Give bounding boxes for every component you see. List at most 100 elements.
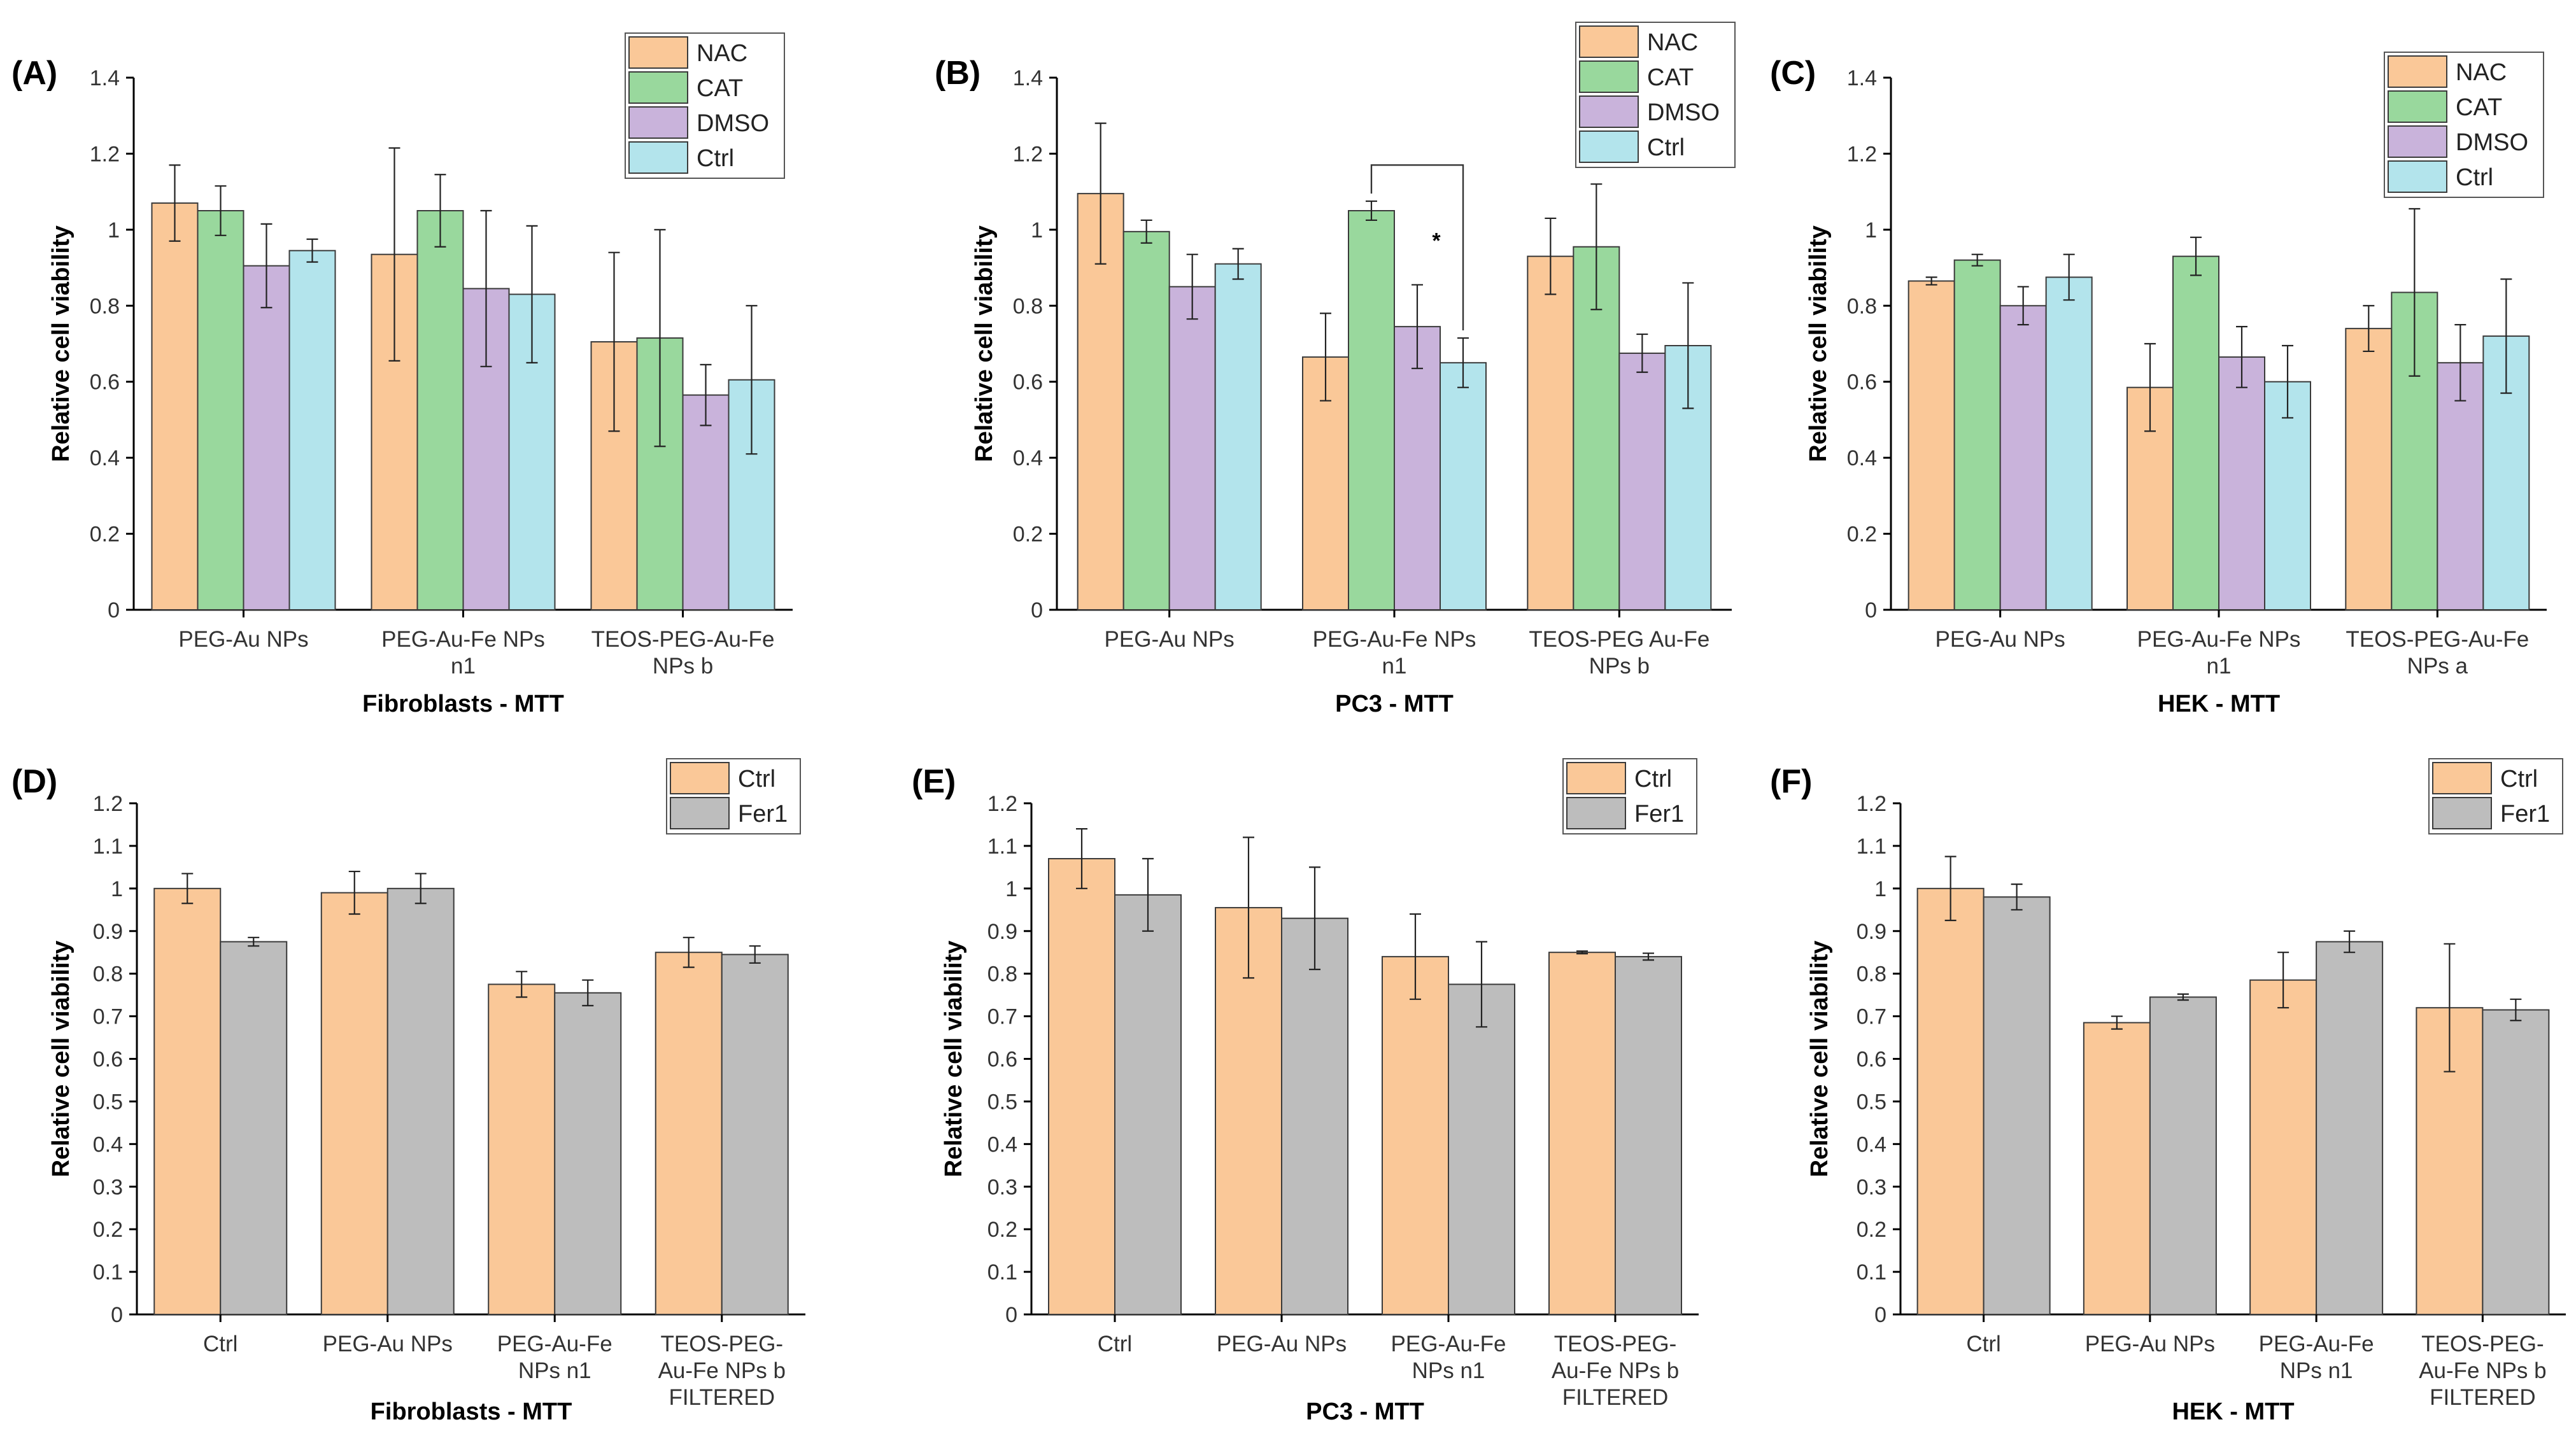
y-tick-label: 0.8: [90, 294, 120, 318]
y-tick-label: 0.6: [1847, 370, 1877, 395]
legend-label-fer1: Fer1: [738, 801, 788, 827]
y-tick-label: 0.5: [987, 1090, 1017, 1114]
error-bar: [516, 971, 528, 998]
x-tick-label: NPs b: [653, 654, 713, 679]
error-bar: [2011, 883, 2023, 911]
x-axis-label: HEK - MTT: [2172, 1398, 2294, 1425]
x-tick-label: FILTERED: [1562, 1385, 1669, 1410]
legend-swatch-cat: [2388, 90, 2447, 123]
error-bar: [654, 229, 666, 447]
bar-ctrl: [1382, 955, 1449, 1315]
bar-dmso: [243, 265, 290, 611]
bar-cat: [2172, 255, 2219, 610]
y-tick-label: 0.6: [93, 1048, 123, 1072]
bar-cat: [416, 210, 464, 610]
y-tick-label: 0.2: [987, 1218, 1017, 1242]
y-tick-label: 0.4: [90, 446, 120, 470]
x-tick-label: TEOS-PEG-Au-Fe: [591, 627, 775, 652]
legend-label-ctrl: Ctrl: [1647, 134, 1685, 161]
y-tick-label: 1: [1005, 877, 1017, 901]
error-bar: [746, 305, 758, 455]
error-bar: [1094, 122, 1107, 265]
legend-label-cat: CAT: [697, 75, 743, 102]
y-tick-label: 1.4: [90, 66, 120, 90]
bar-dmso: [1394, 326, 1441, 611]
y-tick-label: 0.8: [1847, 294, 1877, 318]
y-tick-label: 0.6: [987, 1048, 1017, 1072]
y-tick-label: 0.4: [1847, 446, 1877, 470]
x-tick-label: TEOS-PEG-: [2421, 1332, 2544, 1356]
y-tick-label: 1: [1874, 877, 1886, 901]
legend-label-ctrl: Ctrl: [697, 145, 734, 172]
bar-fer1: [1983, 896, 2051, 1315]
legend: Ctrl Fer1: [666, 758, 801, 834]
y-tick-label: 0.3: [1857, 1175, 1886, 1199]
y-tick-label: 0.4: [1857, 1132, 1886, 1157]
error-bar: [683, 936, 695, 968]
panel-label: (B): [935, 55, 980, 92]
panel-label: (E): [912, 763, 956, 800]
x-tick-label: NPs n1: [1412, 1358, 1485, 1383]
legend: NAC CAT DMSO Ctrl: [625, 32, 785, 179]
legend-swatch-fer1: [1566, 797, 1626, 829]
legend-label-ctrl: Ctrl: [2456, 164, 2493, 191]
error-bar: [2190, 236, 2202, 276]
y-tick-label: 0.5: [93, 1090, 123, 1114]
legend: NAC CAT DMSO Ctrl: [2384, 52, 2544, 198]
error-bar: [2063, 253, 2075, 301]
panel-label: (A): [11, 55, 57, 92]
error-bar: [1412, 284, 1423, 369]
x-tick-label: FILTERED: [2430, 1385, 2536, 1410]
legend-label-ctrl: Ctrl: [2500, 766, 2538, 792]
x-tick-label: TEOS-PEG-: [1554, 1332, 1677, 1356]
error-bar: [1232, 248, 1244, 280]
legend-swatch-dmso: [2388, 125, 2447, 158]
y-tick-label: 0.2: [93, 1218, 123, 1242]
error-bar: [2282, 344, 2293, 419]
y-tick-label: 0: [1005, 1303, 1017, 1327]
legend-label-ctrl: Ctrl: [738, 766, 775, 792]
error-bar: [215, 185, 227, 236]
error-bar: [526, 225, 538, 363]
chart-panel-6: (F) 0 0.1 0.2 0.3 0.4 0.5 0.6 0.7 0.8 0.9 1 1.1 1.2 Re…: [1770, 758, 2566, 1425]
error-bar: [1243, 836, 1254, 979]
error-bar: [1457, 337, 1469, 388]
error-bar: [608, 251, 620, 432]
error-bar: [1925, 276, 1937, 286]
bar-dmso: [1168, 286, 1216, 610]
legend-swatch-fer1: [2432, 797, 2492, 829]
y-tick-label: 1.2: [1013, 142, 1043, 166]
x-tick-label: PEG-Au NPs: [2085, 1332, 2215, 1356]
bar-nac: [1907, 280, 1955, 610]
legend-label-cat: CAT: [2456, 94, 2502, 121]
y-tick-label: 0.7: [987, 1005, 1017, 1029]
bar-ctrl: [488, 983, 556, 1316]
y-tick-label: 0.7: [93, 1005, 123, 1029]
y-tick-label: 0.6: [1013, 370, 1043, 395]
x-tick-label: NPs n1: [518, 1358, 591, 1383]
y-tick-label: 0: [1031, 598, 1043, 623]
error-bar: [2510, 998, 2522, 1022]
x-tick-label: n1: [1382, 654, 1407, 679]
x-tick-label: PEG-Au-Fe: [1391, 1332, 1506, 1356]
error-bar: [1476, 941, 1487, 1028]
error-bar: [414, 873, 427, 905]
bar-fer1: [1448, 983, 1515, 1316]
y-axis-label: Relative cell viability: [1805, 225, 1832, 462]
x-tick-label: NPs n1: [2280, 1358, 2353, 1383]
y-tick-label: 0.9: [93, 920, 123, 944]
y-tick-label: 0.4: [93, 1132, 123, 1157]
y-tick-label: 0.8: [1857, 962, 1886, 987]
x-tick-label: PEG-Au NPs: [1105, 627, 1235, 652]
legend-label-fer1: Fer1: [2500, 801, 2550, 827]
legend-label-nac: NAC: [697, 40, 747, 67]
chart-panel-5: (E) 0 0.1 0.2 0.3 0.4 0.5 0.6 0.7 0.8 0.9 1 1.1 1.2 Re…: [912, 758, 1699, 1425]
y-tick-label: 1.2: [987, 792, 1017, 816]
legend-swatch-nac: [1579, 25, 1639, 58]
y-tick-label: 1.1: [93, 834, 123, 859]
error-bar: [2111, 1015, 2123, 1030]
legend-label-nac: NAC: [2456, 59, 2507, 86]
error-bar: [480, 209, 492, 367]
error-bar: [1576, 950, 1588, 955]
